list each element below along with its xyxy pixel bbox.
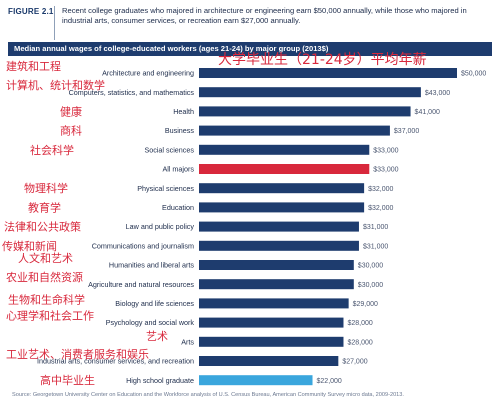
bar — [199, 221, 359, 232]
category-label: Social sciences — [144, 145, 194, 154]
category-label: Communications and journalism — [92, 241, 194, 250]
chinese-annotation: 工业艺术、消费者服务和娱乐 — [6, 347, 149, 361]
chinese-annotation: 人文和艺术 — [18, 251, 73, 265]
bar — [199, 144, 370, 155]
category-label: Humanities and liberal arts — [109, 261, 194, 270]
category-label: Arts — [181, 337, 194, 346]
chinese-annotation: 教育学 — [28, 200, 61, 214]
bar — [199, 125, 390, 136]
header-divider — [54, 6, 55, 40]
bar — [199, 336, 344, 347]
value-label: $33,000 — [373, 147, 398, 154]
figure-caption: Recent college graduates who majored in … — [62, 6, 467, 25]
bar — [199, 202, 365, 213]
source-note: Source: Georgetown University Center on … — [12, 392, 404, 398]
bar — [199, 375, 313, 386]
category-label: Architecture and engineering — [102, 69, 194, 78]
category-label: Physical sciences — [137, 184, 194, 193]
bar — [199, 106, 411, 117]
bar — [199, 279, 354, 290]
chinese-annotation: 健康 — [60, 104, 82, 118]
bar — [199, 68, 457, 78]
chinese-annotation: 艺术 — [146, 330, 168, 343]
value-label: $22,000 — [317, 378, 342, 385]
bar — [199, 240, 359, 251]
chinese-annotation: 高中毕业生 — [40, 373, 95, 387]
category-label: High school graduate — [126, 376, 194, 385]
category-label: Law and public policy — [126, 222, 195, 231]
category-label: Business — [165, 126, 195, 135]
figure-label: FIGURE 2.1 — [8, 7, 54, 16]
value-label: $32,000 — [368, 205, 393, 212]
category-label: Industrial arts, consumer services, and … — [37, 357, 194, 366]
bar — [199, 164, 370, 174]
value-label: $27,000 — [342, 359, 367, 366]
bar — [199, 87, 421, 98]
value-label: $33,000 — [373, 167, 398, 174]
chinese-annotation: 物理科学 — [24, 181, 68, 195]
value-label: $31,000 — [363, 224, 388, 231]
value-label: $32,000 — [368, 186, 393, 193]
value-label: $28,000 — [347, 339, 372, 346]
bar — [199, 183, 365, 194]
category-label: Computers, statistics, and mathematics — [69, 88, 195, 97]
value-label: $30,000 — [358, 282, 383, 289]
chinese-annotation: 社会科学 — [30, 143, 74, 157]
value-label: $37,000 — [394, 128, 419, 135]
chinese-annotation: 法律和公共政策 — [4, 220, 81, 234]
bar — [199, 356, 339, 366]
chinese-annotation: 商科 — [60, 124, 82, 138]
category-label: Education — [162, 203, 194, 212]
bar — [199, 298, 349, 309]
chinese-annotation: 农业和自然资源 — [6, 270, 83, 284]
value-label: $29,000 — [353, 301, 378, 308]
category-label: Health — [173, 107, 194, 116]
value-label: $31,000 — [363, 243, 388, 250]
bar — [199, 317, 344, 328]
category-label: Biology and life sciences — [115, 299, 194, 308]
figure-header: FIGURE 2.1 Recent college graduates who … — [8, 6, 494, 42]
overlay-chinese-title: 大学毕业生（21-24岁）平均年薪 — [218, 52, 427, 68]
value-label: $30,000 — [358, 263, 383, 270]
category-label: Agriculture and natural resources — [88, 280, 194, 289]
value-label: $28,000 — [347, 320, 372, 327]
chinese-annotation: 生物和生命科学 — [8, 292, 85, 306]
chart-title-banner: Median annual wages of college-educated … — [8, 42, 492, 56]
category-label: Psychology and social work — [106, 318, 195, 327]
chinese-annotation: 心理学和社会工作 — [6, 309, 94, 323]
category-label: All majors — [162, 165, 194, 174]
value-label: $50,000 — [461, 71, 486, 78]
bar — [199, 260, 354, 270]
chinese-annotation: 传媒和新闻 — [2, 239, 57, 253]
value-label: $41,000 — [415, 109, 440, 116]
chinese-annotation: 计算机、统计和数学 — [6, 78, 105, 92]
chinese-annotation: 建筑和工程 — [6, 59, 61, 73]
value-label: $43,000 — [425, 90, 450, 97]
